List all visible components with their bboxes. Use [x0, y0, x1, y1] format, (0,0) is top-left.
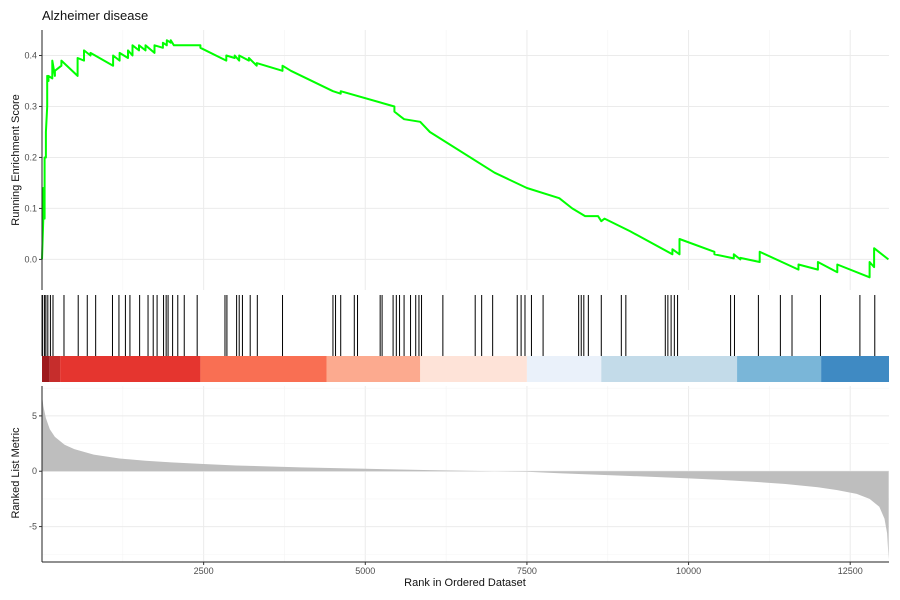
gradient-bar-segment — [60, 356, 201, 382]
gradient-bar-segment — [42, 356, 50, 382]
y-axis-label-metric: Ranked List Metric — [10, 427, 22, 519]
y-tick-label: 5 — [32, 411, 37, 421]
y-tick-label: 0.4 — [24, 50, 37, 60]
enrichment-score-line — [41, 39, 890, 279]
x-axis-label: Rank in Ordered Dataset — [404, 577, 526, 589]
y-axis-label-score: Running Enrichment Score — [10, 94, 22, 225]
hits-panel — [42, 295, 876, 356]
gradient-bar-segment — [420, 356, 527, 382]
y-tick-label: 0.1 — [24, 203, 37, 213]
gradient-bar-segment — [326, 356, 421, 382]
gradient-bar-segment — [601, 356, 738, 382]
axes-layer: 0.0 0.1 0.2 0.3 0.4 -5 0 5 2500 5000 7500 10000 1250… — [24, 30, 889, 576]
x-tick-label: 5000 — [355, 566, 375, 576]
x-tick-label: 7500 — [517, 566, 537, 576]
x-tick-label: 2500 — [194, 566, 214, 576]
x-tick-label: 12500 — [838, 566, 863, 576]
y-tick-label: 0.0 — [24, 254, 37, 264]
gradient-bar-segment — [526, 356, 602, 382]
ranked-metric-area — [42, 394, 889, 560]
y-tick-label: 0 — [32, 466, 37, 476]
gradient-bar-segment — [737, 356, 822, 382]
y-tick-label: 0.2 — [24, 152, 37, 162]
x-tick-label: 10000 — [676, 566, 701, 576]
gradient-bar-panel — [42, 356, 889, 382]
running-score-panel — [41, 39, 890, 279]
gradient-bar-segment — [821, 356, 889, 382]
chart-title: Alzheimer disease — [42, 8, 149, 23]
y-tick-label: -5 — [29, 522, 37, 532]
ranked-metric-panel — [42, 394, 889, 560]
gradient-bar-segment — [49, 356, 61, 382]
y-tick-label: 0.3 — [24, 101, 37, 111]
gradient-bar-segment — [200, 356, 327, 382]
